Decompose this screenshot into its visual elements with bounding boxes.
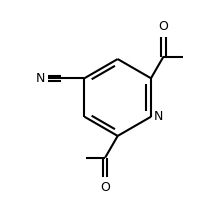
Text: N: N <box>154 110 163 123</box>
Text: O: O <box>159 20 168 33</box>
Text: N: N <box>36 72 45 85</box>
Text: O: O <box>100 181 110 194</box>
